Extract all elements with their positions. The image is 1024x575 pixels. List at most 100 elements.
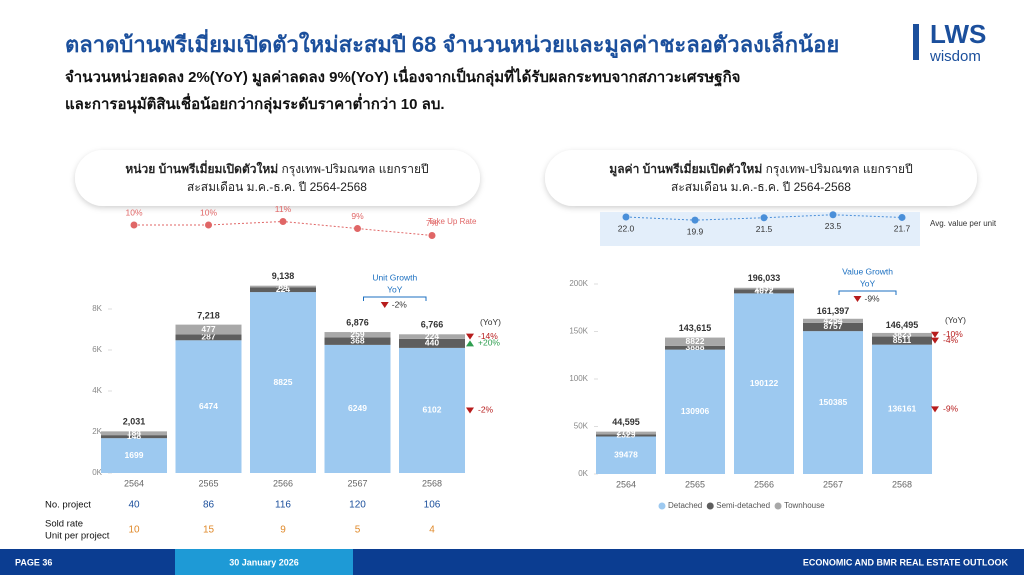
legend-swatch	[774, 502, 782, 510]
bar-segment	[665, 337, 725, 346]
line-label: 21.5	[756, 224, 773, 234]
bar-segment	[596, 436, 656, 474]
segment-label: 6249	[348, 403, 367, 413]
chart-title-box	[75, 150, 480, 206]
bar-segment	[101, 431, 167, 436]
line-label: 19.9	[687, 226, 704, 236]
footer-date-bar	[175, 549, 353, 575]
total-label: 9,138	[272, 271, 295, 281]
yoy-label: -14%	[478, 331, 498, 341]
total-label: 161,397	[817, 306, 850, 316]
bar-segment	[872, 336, 932, 345]
segment-label: 224	[425, 331, 439, 341]
segment-label: 1699	[125, 450, 144, 460]
avg-band	[600, 212, 920, 246]
line-point	[130, 221, 138, 229]
growth-bracket	[838, 290, 897, 295]
slide-subtitle: จำนวนหน่วยลดลง 2%(YoY) มูลค่าลดลง 9%(YoY…	[65, 66, 740, 87]
segment-label: 477	[201, 324, 215, 334]
segment-label: 150385	[819, 397, 848, 407]
growth-subtitle: YoY	[860, 278, 876, 288]
segment-label: 2789	[617, 427, 636, 437]
logo-text: LWS	[930, 19, 986, 49]
chart-title-bold: มูลค่า บ้านพรีเมี่ยมเปิดตัวใหม่	[609, 160, 762, 177]
yoy-arrow	[931, 331, 939, 338]
growth-title: Value Growth	[842, 266, 893, 276]
line-label: 10%	[200, 207, 217, 217]
line-label: 11%	[275, 204, 292, 214]
table-cell: 116	[275, 500, 291, 511]
total-label: 196,033	[748, 273, 781, 283]
line-label: 9%	[351, 211, 364, 221]
y-tick-label: 0K	[92, 468, 102, 477]
bar-segment	[101, 438, 167, 473]
segment-label: 6474	[199, 401, 218, 411]
total-label: 143,615	[679, 323, 712, 333]
bar-segment	[399, 338, 465, 348]
table-cell: 5	[355, 525, 361, 536]
bar-segment	[665, 349, 725, 474]
bar-segment	[250, 292, 316, 473]
line-point	[829, 211, 837, 219]
yoy-arrow	[466, 407, 474, 414]
footer-report: ECONOMIC AND BMR REAL ESTATE OUTLOOK	[803, 557, 1009, 567]
x-tick-label: 2566	[754, 479, 774, 489]
y-tick-label: 0K	[578, 469, 588, 478]
y-tick-label: 8K	[92, 304, 102, 313]
segment-label: 368	[350, 335, 364, 345]
yoy-arrow	[931, 337, 939, 344]
x-tick-label: 2564	[124, 478, 144, 488]
bar-segment	[250, 287, 316, 293]
chart-title: หน่วย บ้านพรีเมี่ยมเปิดตัวใหม่ กรุงเทพ-ป…	[125, 160, 428, 177]
yoy-label: +20%	[478, 338, 500, 348]
table-cell: 4	[429, 525, 435, 536]
chart-title-box	[545, 150, 977, 206]
line-point	[205, 221, 212, 229]
total-label: 146,495	[886, 320, 919, 330]
line-label: 22.0	[618, 223, 635, 233]
bar-segment	[596, 431, 656, 435]
line-point	[428, 232, 436, 239]
line-point	[622, 213, 630, 221]
table-row-label: No. project	[45, 500, 91, 511]
growth-label: -2%	[392, 299, 408, 309]
yoy-label: -2%	[478, 405, 494, 415]
legend-label: Townhouse	[784, 501, 825, 510]
segment-label: 136161	[888, 404, 917, 414]
yoy-label: -4%	[943, 335, 959, 345]
segment-label: 39478	[614, 449, 638, 459]
table-row-label: Sold rate	[45, 519, 83, 530]
total-label: 7,218	[197, 310, 220, 320]
line-point	[760, 214, 768, 222]
y-tick-label: 200K	[569, 279, 588, 288]
y-tick-label: 150K	[569, 327, 588, 336]
table-cell: 9	[280, 525, 286, 536]
segment-label: 8822	[686, 336, 705, 346]
line-name: Take Up Rate	[428, 217, 477, 226]
bar-segment	[803, 322, 863, 332]
growth-bracket	[363, 296, 427, 301]
segment-label: 259	[350, 329, 364, 339]
segment-label: 1839	[755, 283, 774, 293]
slide-subtitle: และการอนุมัติสินเชื่อน้อยกว่ากลุ่มระดับร…	[65, 93, 445, 114]
y-tick-label: 2K	[92, 427, 102, 436]
y-tick-label: 50K	[574, 422, 589, 431]
segment-label: 190122	[750, 378, 779, 388]
footer-date: 30 January 2026	[229, 557, 299, 567]
yoy-arrow	[466, 333, 474, 340]
chart-subtitle: สะสมเดือน ม.ค.-ธ.ค. ปี 2564-2568	[187, 180, 367, 194]
chart-title-rest: กรุงเทพ-ปริมณฑล แยกรายปี	[278, 162, 428, 177]
growth-title: Unit Growth	[372, 272, 417, 282]
y-tick-label: 4K	[92, 386, 102, 395]
table-row-label: Unit per project	[45, 531, 110, 542]
bar-segment	[101, 435, 167, 439]
segment-label: 287	[201, 332, 215, 342]
table-cell: 10	[128, 525, 140, 536]
bar-segment	[596, 434, 656, 437]
segment-label: 3888	[686, 342, 705, 352]
bar-segment	[175, 334, 242, 341]
bar-segment	[399, 347, 465, 473]
segment-label: 4254	[824, 315, 843, 325]
growth-label: -9%	[865, 293, 881, 303]
